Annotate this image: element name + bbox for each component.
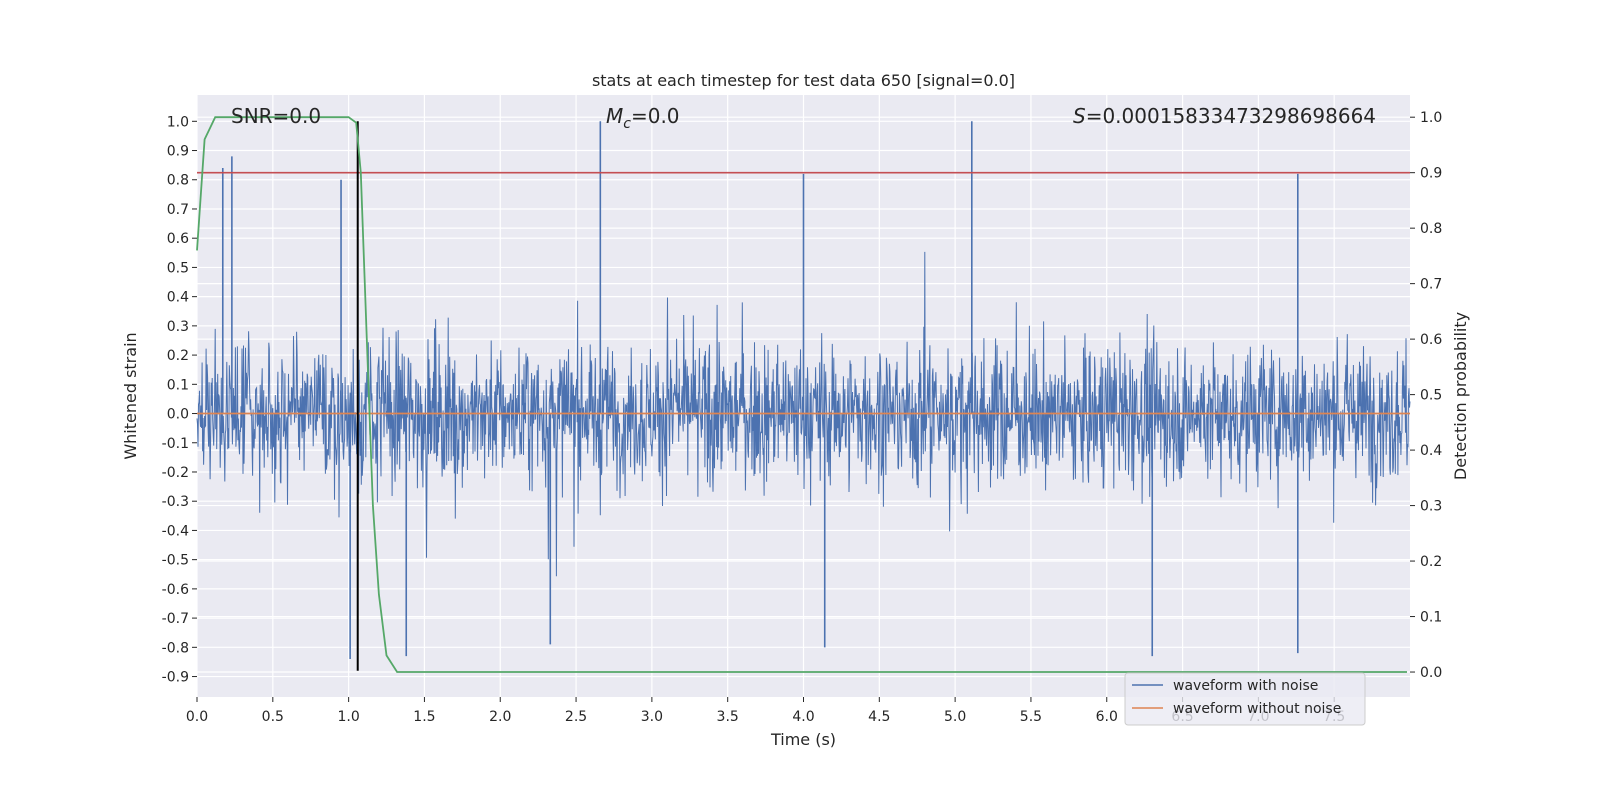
y-tick-label-left: 0.3 bbox=[167, 319, 189, 335]
mc-value: =0.0 bbox=[631, 104, 680, 128]
legend-label-noise: waveform with noise bbox=[1173, 678, 1318, 694]
s-symbol: S bbox=[1073, 104, 1086, 128]
y-tick-label-right: 0.5 bbox=[1420, 388, 1442, 404]
x-tick-label: 5.0 bbox=[944, 709, 966, 725]
legend-box bbox=[1124, 672, 1366, 726]
y-axis-label-right: Detection probability bbox=[1451, 312, 1470, 480]
y-tick-label-left: -0.6 bbox=[162, 582, 189, 598]
y-tick-label-left: 0.4 bbox=[167, 290, 189, 306]
y-axis-label-left: Whitened strain bbox=[121, 332, 140, 459]
y-tick-label-left: 0.1 bbox=[167, 377, 189, 393]
noisy-waveform bbox=[196, 121, 1411, 660]
y-tick-label-left: 0.0 bbox=[167, 407, 189, 423]
y-tick-label-right: 0.6 bbox=[1420, 332, 1442, 348]
y-tick-label-left: -0.5 bbox=[162, 553, 189, 569]
legend: waveform with noise waveform without noi… bbox=[1124, 672, 1366, 726]
y-tick-label-right: 0.2 bbox=[1420, 554, 1442, 570]
y-tick-label-right: 0.0 bbox=[1420, 665, 1442, 681]
y-tick-label-left: 0.2 bbox=[167, 348, 189, 364]
x-tick-label: 1.5 bbox=[413, 709, 435, 725]
x-tick-label: 4.0 bbox=[792, 709, 814, 725]
y-tick-label-left: 0.7 bbox=[167, 202, 189, 218]
y-tick-label-right: 0.1 bbox=[1420, 610, 1442, 626]
x-tick-label: 2.0 bbox=[489, 709, 511, 725]
y-tick-label-right: 0.4 bbox=[1420, 443, 1442, 459]
x-tick-label: 0.0 bbox=[186, 709, 208, 725]
s-value: =0.00015833473298698664 bbox=[1086, 104, 1376, 128]
x-tick-label: 4.5 bbox=[868, 709, 890, 725]
ticks-layer: 0.00.51.01.52.02.53.03.54.04.55.05.56.06… bbox=[162, 110, 1443, 725]
y-tick-label-right: 0.3 bbox=[1420, 499, 1442, 515]
mc-subscript: c bbox=[623, 116, 631, 132]
x-tick-label: 2.5 bbox=[565, 709, 587, 725]
y-tick-label-left: 0.5 bbox=[167, 260, 189, 276]
y-tick-label-left: -0.9 bbox=[162, 670, 189, 686]
lines-layer bbox=[196, 116, 1410, 673]
y-tick-label-left: -0.8 bbox=[162, 640, 189, 656]
y-tick-label-left: -0.4 bbox=[162, 523, 189, 539]
chart-title: stats at each timestep for test data 650… bbox=[592, 71, 1015, 90]
y-tick-label-right: 0.7 bbox=[1420, 277, 1442, 293]
x-tick-label: 3.0 bbox=[641, 709, 663, 725]
y-tick-label-left: 1.0 bbox=[167, 114, 189, 130]
x-tick-label: 5.5 bbox=[1020, 709, 1042, 725]
s-annotation: S=0.00015833473298698664 bbox=[1073, 104, 1376, 128]
snr-annotation: SNR=0.0 bbox=[231, 104, 321, 128]
x-tick-label: 6.0 bbox=[1096, 709, 1118, 725]
y-tick-label-left: 0.8 bbox=[167, 173, 189, 189]
y-tick-label-left: 0.9 bbox=[167, 144, 189, 160]
chirp-mass-annotation: Mc=0.0 bbox=[606, 104, 680, 132]
y-tick-label-right: 1.0 bbox=[1420, 110, 1442, 126]
mc-symbol: M bbox=[606, 104, 623, 128]
y-tick-label-right: 0.8 bbox=[1420, 221, 1442, 237]
y-tick-label-left: -0.7 bbox=[162, 611, 189, 627]
legend-label-clean: waveform without noise bbox=[1173, 701, 1341, 717]
x-tick-label: 3.5 bbox=[717, 709, 739, 725]
y-tick-label-left: -0.2 bbox=[162, 465, 189, 481]
y-tick-label-left: -0.1 bbox=[162, 436, 189, 452]
x-axis-label: Time (s) bbox=[770, 730, 836, 749]
y-tick-label-left: 0.6 bbox=[167, 231, 189, 247]
y-tick-label-left: -0.3 bbox=[162, 494, 189, 510]
x-tick-label: 1.0 bbox=[337, 709, 359, 725]
detection-probability-line bbox=[196, 116, 1407, 673]
x-tick-label: 0.5 bbox=[262, 709, 284, 725]
y-tick-label-right: 0.9 bbox=[1420, 166, 1442, 182]
